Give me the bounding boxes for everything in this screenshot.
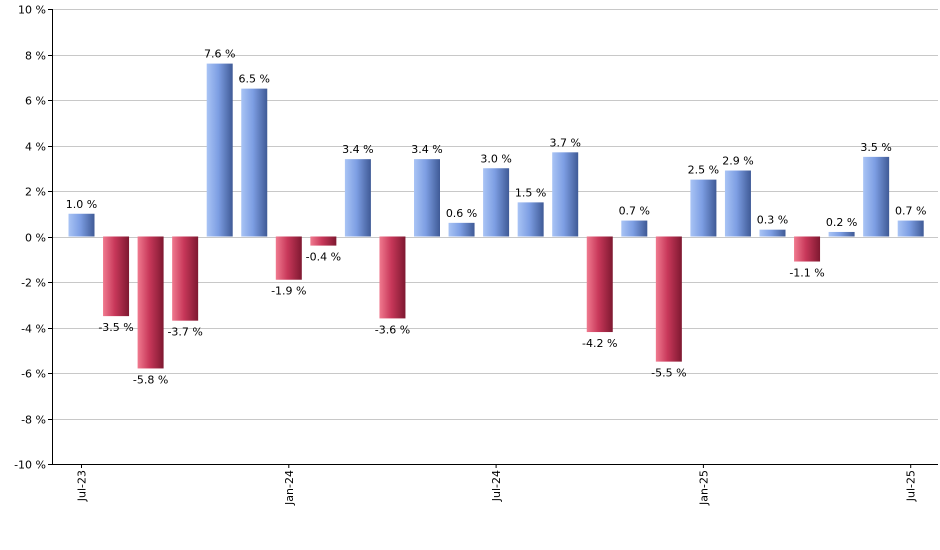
bar <box>206 63 233 237</box>
bar <box>448 222 475 237</box>
y-tick-label: 6 % <box>25 95 46 108</box>
x-tick-label: Jul-24 <box>490 470 503 502</box>
data-label: 6.5 % <box>239 73 270 86</box>
bar <box>794 236 821 262</box>
data-label: 3.0 % <box>480 152 511 165</box>
grid-lines <box>52 9 938 465</box>
data-label: 3.5 % <box>860 141 891 154</box>
x-tick-label: Jan-24 <box>283 470 296 506</box>
x-tick-label: Jul-25 <box>905 470 918 502</box>
data-label: 1.0 % <box>66 198 97 211</box>
bar <box>586 236 613 333</box>
data-label: 2.9 % <box>722 155 753 168</box>
y-tick-label: 8 % <box>25 50 46 63</box>
x-tick-label: Jan-25 <box>697 470 710 506</box>
data-label: 3.7 % <box>549 136 580 149</box>
axes: -10 % -8 % -6 % -4 % -2 % 0 % 2 % 4 % 6 % 8 % 10 %… <box>14 4 938 506</box>
data-label: 3.4 % <box>411 143 442 156</box>
data-label: 3.4 % <box>342 143 373 156</box>
data-label: 7.6 % <box>204 48 235 61</box>
data-label: 2.5 % <box>688 164 719 177</box>
data-label: -3.6 % <box>375 323 410 336</box>
bars <box>68 63 924 369</box>
bar <box>897 220 924 237</box>
y-tick-label: 10 % <box>18 4 46 17</box>
y-tick-label: -4 % <box>21 323 46 336</box>
bar <box>241 88 268 237</box>
y-tick-label: -2 % <box>21 277 46 290</box>
data-label: -1.9 % <box>271 285 306 298</box>
data-label: 0.6 % <box>446 207 477 220</box>
bar <box>724 170 751 237</box>
data-label: -5.8 % <box>133 373 168 386</box>
data-label: 1.5 % <box>515 186 546 199</box>
data-label: -3.5 % <box>98 321 133 334</box>
data-label: -3.7 % <box>167 326 202 339</box>
y-tick-label: 4 % <box>25 141 46 154</box>
bar <box>517 202 544 237</box>
bar <box>68 213 95 237</box>
data-label: -1.1 % <box>789 267 824 280</box>
x-tick-label: Jul-23 <box>76 470 89 502</box>
bar <box>759 229 786 237</box>
bar <box>483 168 510 237</box>
bar <box>103 236 130 317</box>
bar <box>828 231 855 237</box>
data-label: 0.2 % <box>826 216 857 229</box>
bar <box>690 179 717 237</box>
data-label: -0.4 % <box>306 251 341 264</box>
data-labels: 1.0 % -3.5 % -5.8 % -3.7 % 7.6 % 6.5 % -1.9 % -… <box>66 48 927 387</box>
y-tick-label: -6 % <box>21 368 46 381</box>
bar <box>310 236 337 246</box>
bar <box>137 236 164 369</box>
data-label: -4.2 % <box>582 337 617 350</box>
bar <box>552 152 579 237</box>
bar <box>344 159 371 237</box>
y-tick-label: 2 % <box>25 186 46 199</box>
bar <box>414 159 440 237</box>
y-tick-label: 0 % <box>25 232 46 245</box>
bar <box>655 236 682 362</box>
bar <box>379 236 406 319</box>
data-label: -5.5 % <box>651 367 686 380</box>
data-label: 0.3 % <box>757 214 788 227</box>
y-tick-label: -10 % <box>14 459 46 472</box>
bar <box>172 236 199 321</box>
y-tick-label: -8 % <box>21 414 46 427</box>
data-label: 0.7 % <box>895 205 926 218</box>
data-label: 0.7 % <box>619 205 650 218</box>
bar <box>621 220 648 237</box>
bar <box>863 156 890 237</box>
bar <box>275 236 302 280</box>
